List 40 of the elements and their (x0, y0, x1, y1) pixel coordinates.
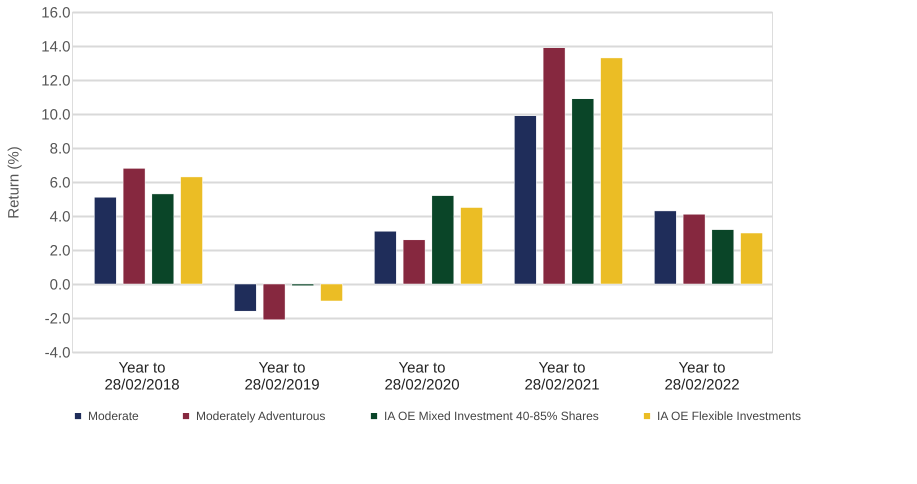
bar (234, 284, 257, 312)
legend-label: IA OE Mixed Investment 40-85% Shares (384, 409, 599, 424)
bar (712, 229, 734, 284)
bar (320, 284, 343, 302)
x-tick-label: Year to 28/02/2020 (384, 360, 460, 394)
bar (402, 240, 426, 284)
y-tick-label: 10.0 (41, 106, 70, 124)
legend-label: IA OE Flexible Investments (657, 409, 802, 424)
x-tick-label: Year to 28/02/2019 (244, 360, 320, 394)
y-axis-title: Return (%) (5, 146, 22, 219)
y-tick-label: 2.0 (50, 242, 70, 260)
bar (514, 115, 537, 284)
y-tick-label: 4.0 (50, 208, 70, 226)
y-tick-label: 14.0 (41, 38, 70, 56)
y-tick-label: 6.0 (50, 174, 70, 192)
bar (122, 168, 146, 284)
y-tick-label: -4.0 (44, 344, 70, 362)
x-tick-label: Year to 28/02/2021 (524, 360, 600, 394)
bar (180, 176, 203, 284)
bar (600, 58, 623, 284)
y-tick-label: -2.0 (44, 310, 70, 328)
y-tick-label: 0.0 (50, 276, 70, 294)
x-tick-label: Year to 28/02/2022 (664, 360, 740, 394)
x-tick-label: Year to 28/02/2018 (104, 360, 180, 394)
bar (682, 214, 706, 284)
bar (152, 194, 174, 284)
y-tick-label: 12.0 (41, 72, 70, 90)
bar (432, 195, 454, 284)
bar (542, 47, 566, 284)
bar (374, 231, 397, 284)
bar (460, 207, 483, 284)
bar (262, 284, 286, 320)
legend-label: Moderately Adventurous (196, 409, 326, 424)
bar (740, 232, 763, 284)
bar (654, 210, 677, 284)
y-tick-label: 16.0 (41, 4, 70, 22)
bar (572, 98, 594, 284)
bar (94, 197, 117, 284)
y-tick-label: 8.0 (50, 140, 70, 158)
legend-label: Moderate (88, 409, 140, 424)
